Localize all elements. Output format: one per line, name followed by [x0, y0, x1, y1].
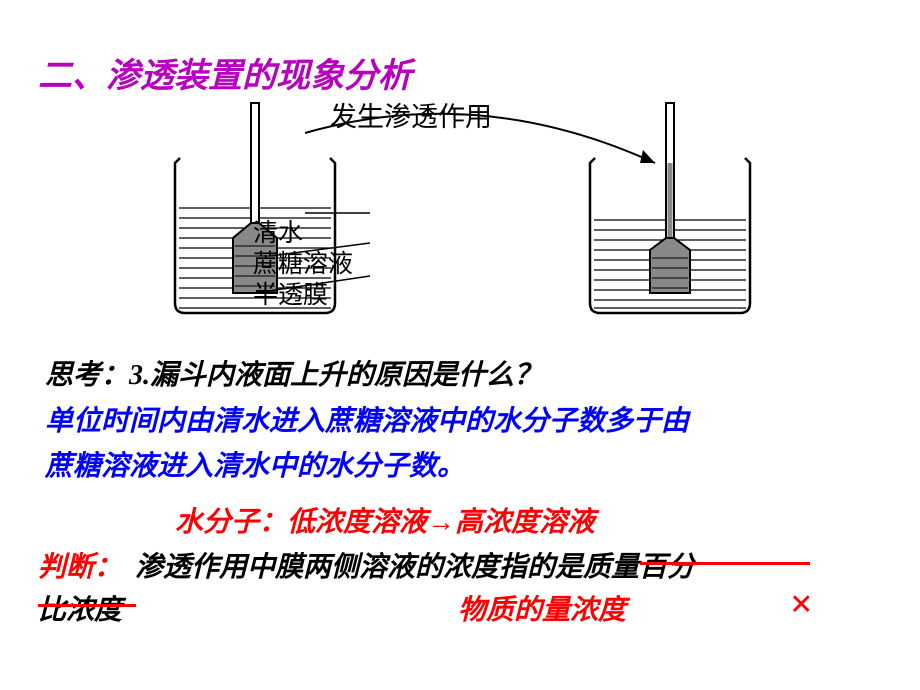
- question-text: 思考：3.漏斗内液面上升的原因是什么？: [45, 353, 542, 393]
- judge-text: 渗透作用中膜两侧溶液的浓度指的是质量百分: [135, 545, 695, 585]
- strikethrough-2: [38, 604, 136, 607]
- answer-text: 单位时间内由清水进入蔗糖溶液中的水分子数多于由 蔗糖溶液进入清水中的水分子数。: [45, 400, 689, 490]
- bi-concentration: 比浓度: [38, 588, 122, 628]
- judge-label: 判断：: [38, 545, 122, 585]
- x-mark: ×: [790, 580, 813, 627]
- label-membrane: 半透膜: [253, 275, 328, 311]
- answer-line2: 蔗糖溶液进入清水中的水分子数。: [45, 451, 465, 482]
- matter-concentration: 物质的量浓度: [458, 588, 626, 628]
- answer-line1: 单位时间内由清水进入蔗糖溶液中的水分子数多于由: [45, 406, 689, 437]
- water-molecule-line: 水分子：低浓度溶液→高浓度溶液: [175, 500, 595, 540]
- osmosis-diagram: [150, 88, 770, 328]
- strikethrough-1: [640, 562, 810, 565]
